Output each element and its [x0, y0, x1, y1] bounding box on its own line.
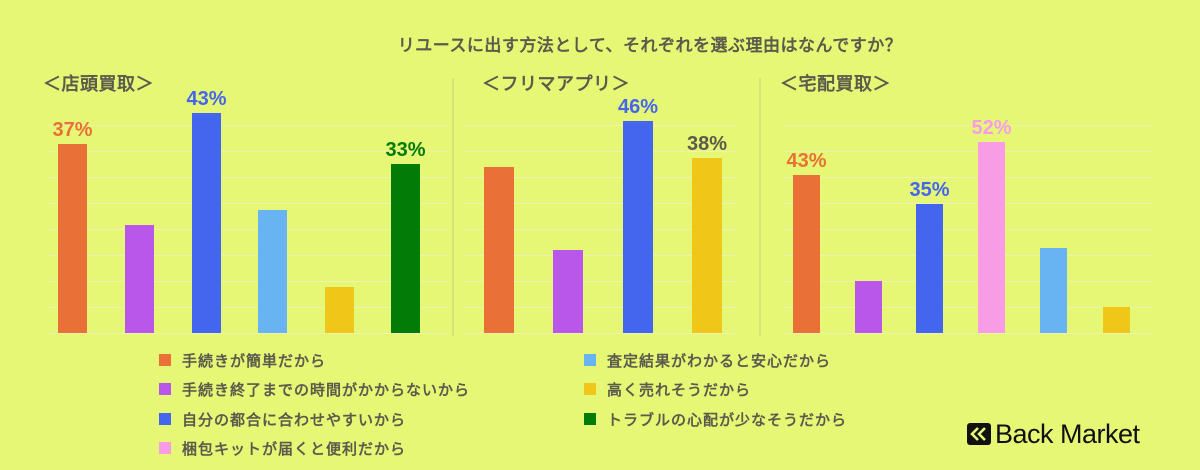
gridline — [782, 177, 1152, 178]
bar — [1103, 307, 1130, 333]
panel-header-delivery: ＜宅配買取＞ — [780, 74, 891, 95]
gridline — [782, 229, 1152, 230]
legend-label: トラブルの心配が少なそうだから — [607, 410, 848, 429]
gridline — [464, 151, 738, 152]
legend-swatch — [159, 354, 171, 366]
legend-label: 査定結果がわかると安心だから — [607, 351, 832, 370]
bar — [692, 158, 722, 333]
gridline — [782, 203, 1152, 204]
legend-swatch — [584, 413, 596, 425]
gridline — [464, 307, 738, 308]
legend-swatch — [159, 383, 171, 395]
legend-swatch — [159, 442, 171, 454]
bar-value-label: 46% — [617, 96, 659, 118]
gridline — [48, 281, 448, 282]
bar — [623, 121, 653, 333]
gridline — [464, 203, 738, 204]
gridline — [782, 307, 1152, 308]
legend-swatch — [159, 413, 171, 425]
legend-item: 梱包キットが届くと便利だから — [159, 438, 406, 458]
legend-swatch — [584, 354, 596, 366]
bar-value-label: 52% — [971, 117, 1012, 139]
gridline — [464, 333, 738, 334]
bar-value-label: 33% — [385, 139, 426, 161]
legend-swatch — [584, 383, 596, 395]
gridline — [464, 125, 738, 126]
gridline — [782, 255, 1152, 256]
bar — [1040, 248, 1067, 333]
bar-value-label: 43% — [786, 150, 827, 172]
legend-label: 梱包キットが届くと便利だから — [182, 439, 407, 458]
legend-label: 手続きが簡単だから — [182, 351, 327, 370]
gridline — [48, 125, 448, 126]
logo-text: Back Market — [995, 419, 1140, 449]
chart-title: リユースに出す方法として、それぞれを選ぶ理由はなんですか？ — [397, 36, 903, 56]
gridline — [782, 151, 1152, 152]
gridline — [48, 203, 448, 204]
panel-divider — [759, 78, 761, 336]
gridline — [48, 307, 448, 308]
legend-item: 手続き終了までの時間がかからないから — [159, 379, 470, 399]
gridline — [48, 333, 448, 334]
panel-divider — [452, 78, 454, 336]
bar — [258, 210, 287, 333]
gridline — [782, 333, 1152, 334]
bar — [391, 164, 420, 333]
gridline — [48, 255, 448, 256]
bar-value-label: 37% — [52, 119, 93, 141]
bar — [916, 204, 943, 333]
bar-value-label: 38% — [686, 133, 728, 155]
bar — [978, 142, 1005, 333]
bar-value-label: 43% — [186, 88, 227, 110]
bar — [125, 225, 154, 333]
panel-header-flea-app: ＜フリマアプリ＞ — [482, 74, 630, 95]
legend-item: 高く売れそうだから — [584, 379, 751, 399]
gridline — [464, 177, 738, 178]
back-market-chevron-icon — [967, 423, 991, 445]
gridline — [48, 177, 448, 178]
legend-item: 手続きが簡単だから — [159, 350, 326, 370]
legend-label: 手続き終了までの時間がかからないから — [182, 380, 471, 399]
gridline — [782, 125, 1152, 126]
bar — [484, 167, 514, 333]
bar — [793, 175, 820, 333]
bar — [192, 113, 221, 333]
back-market-logo: Back Market — [967, 419, 1140, 449]
bar — [325, 287, 354, 333]
legend-label: 高く売れそうだから — [607, 380, 752, 399]
legend-item: 査定結果がわかると安心だから — [584, 350, 831, 370]
legend-item: トラブルの心配が少なそうだから — [584, 409, 847, 429]
gridline — [48, 229, 448, 230]
gridline — [782, 281, 1152, 282]
bar — [855, 281, 882, 333]
gridline — [464, 281, 738, 282]
gridline — [48, 151, 448, 152]
bar — [553, 250, 583, 333]
gridline — [464, 255, 738, 256]
bar-value-label: 35% — [909, 179, 950, 201]
gridline — [464, 229, 738, 230]
panel-header-store: ＜店頭買取＞ — [43, 74, 154, 95]
legend-label: 自分の都合に合わせやすいから — [182, 410, 407, 429]
bar — [58, 144, 87, 333]
legend-item: 自分の都合に合わせやすいから — [159, 409, 406, 429]
